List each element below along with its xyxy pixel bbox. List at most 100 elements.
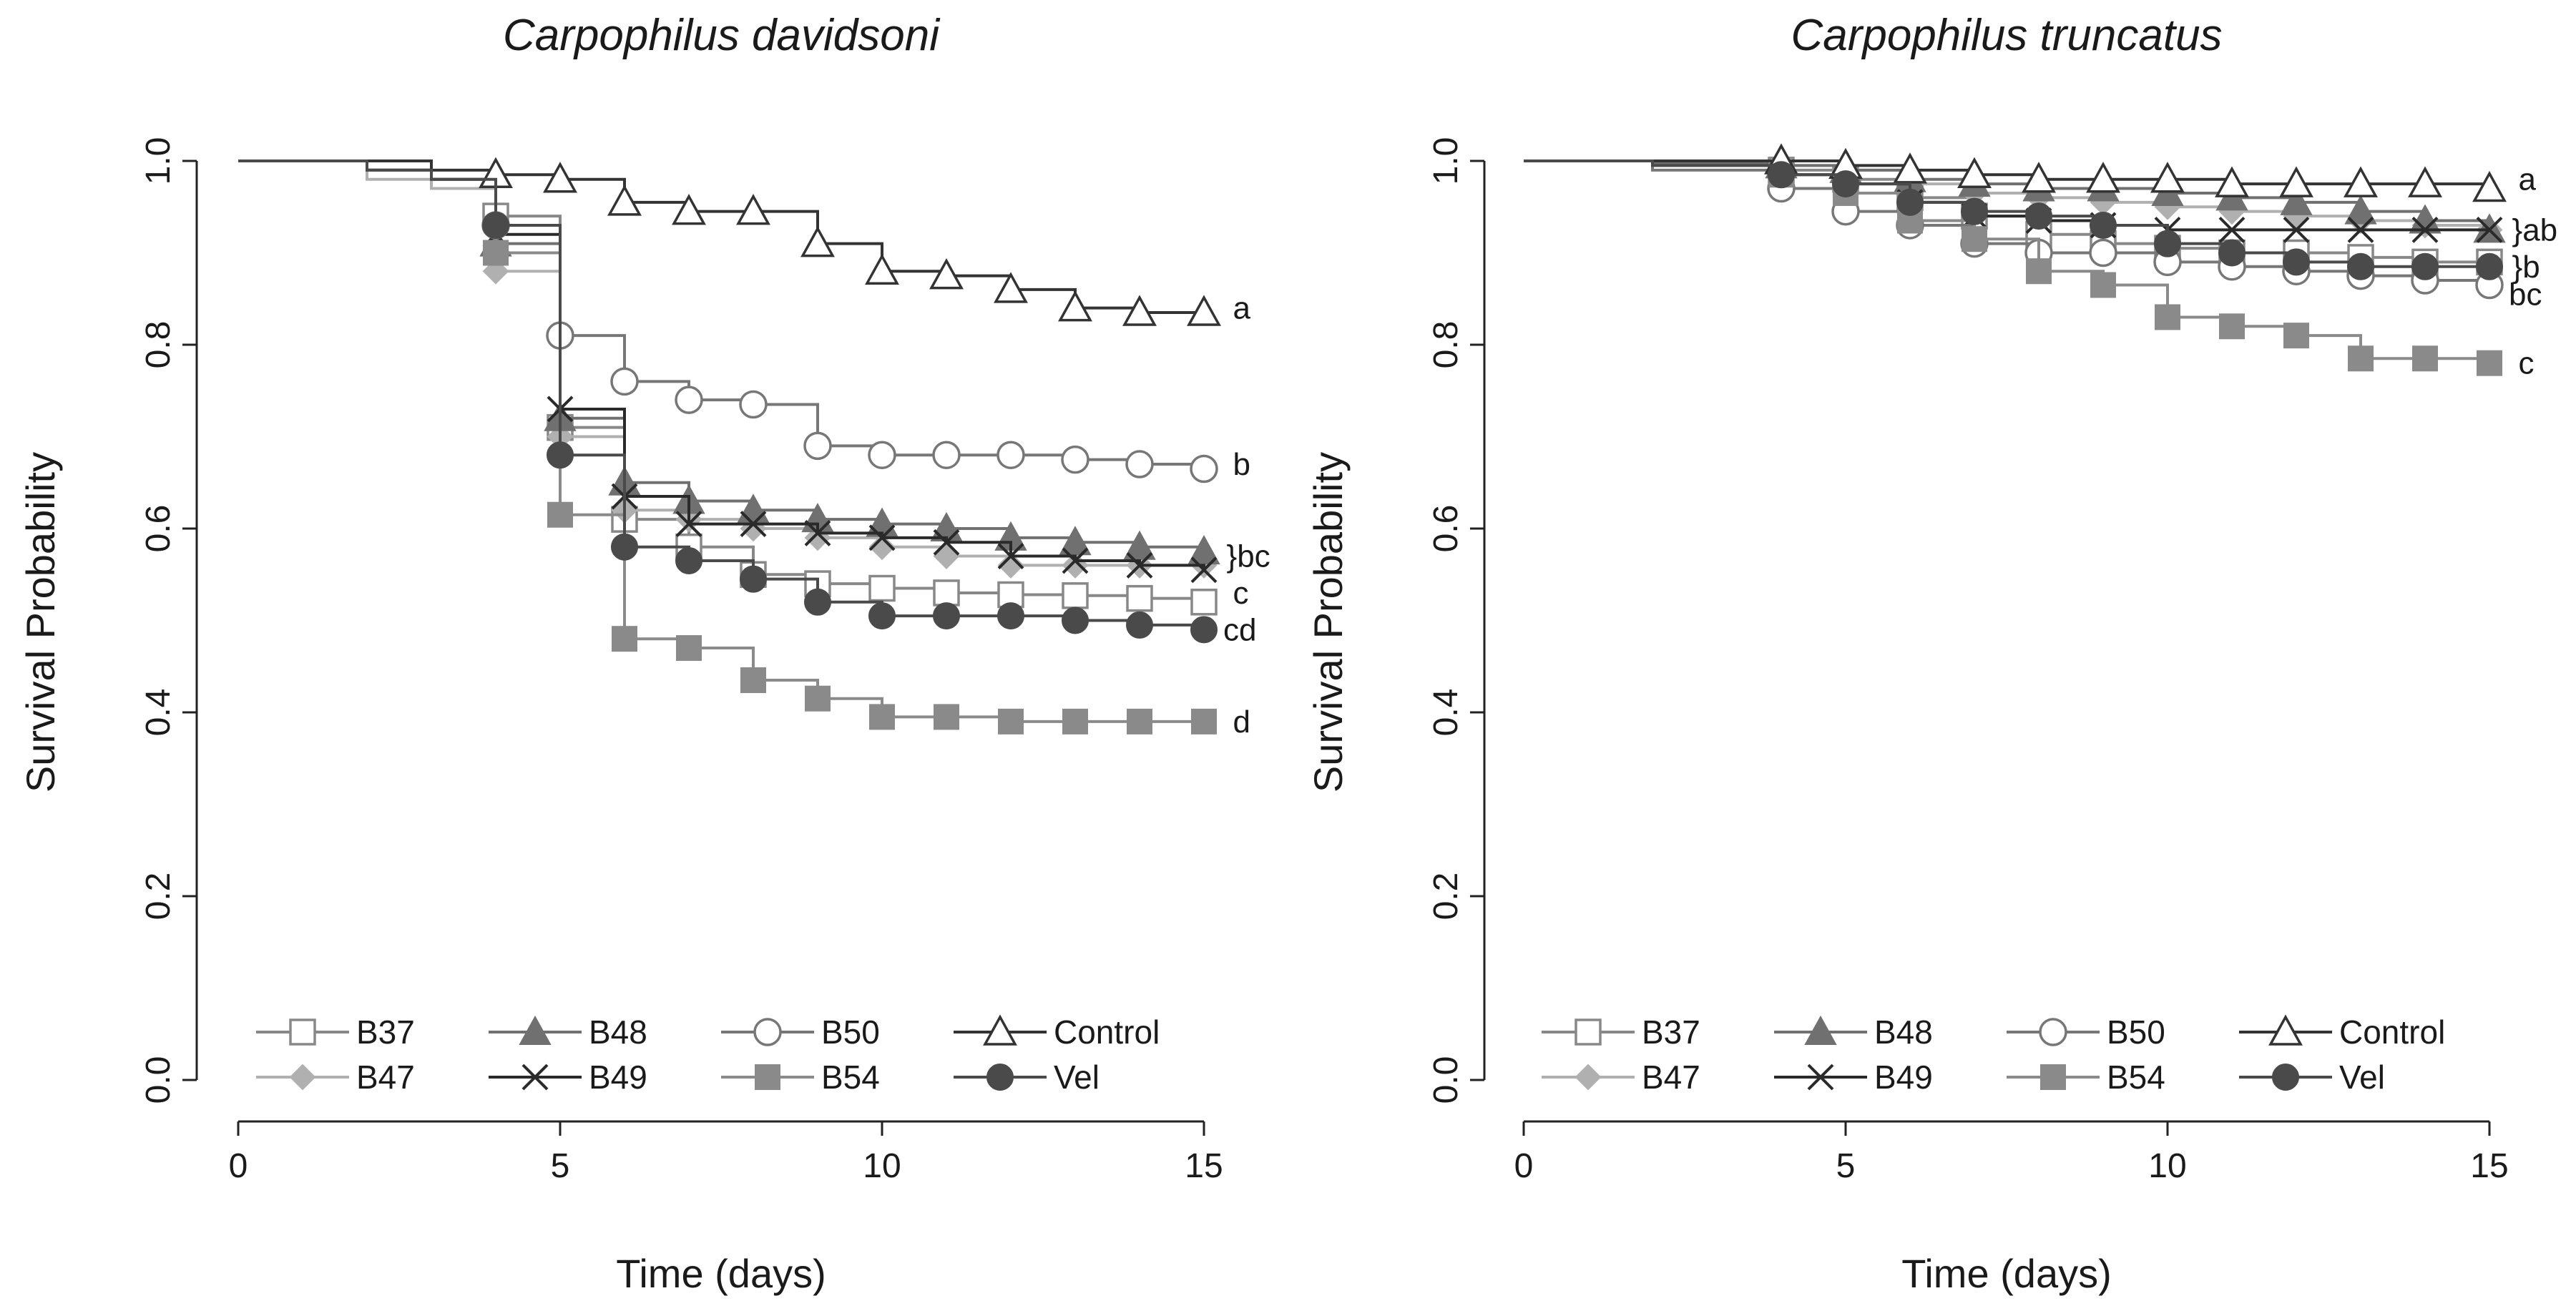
- y-tick-label: 0.0: [1427, 1056, 1465, 1104]
- point-B54: [547, 501, 573, 528]
- point-B54-shape: [740, 667, 766, 694]
- point-B37: [1062, 582, 1089, 609]
- legend-marker: [289, 1018, 316, 1046]
- point-Control-shape: [2215, 166, 2249, 197]
- point-B49-stroke: [675, 511, 702, 537]
- point-B54-shape: [2283, 323, 2309, 349]
- point-B49: [868, 524, 896, 551]
- legend-marker: [2272, 1064, 2299, 1091]
- point-Vel: [1190, 616, 1218, 644]
- legend: B37 B48 B50 Control B47 B49 B54 Vel: [256, 1013, 1160, 1096]
- point-Vel-shape: [1961, 197, 1988, 225]
- legend-item-B47: B47: [256, 1059, 415, 1096]
- significance-label: b: [1233, 447, 1250, 482]
- point-B48: [1123, 530, 1156, 560]
- point-B37: [868, 574, 896, 602]
- series-line-B48: [238, 159, 1205, 552]
- y-tick-label: 0.8: [139, 321, 177, 369]
- legend-marker: [2039, 1018, 2067, 1046]
- x-tick-label: 10: [2148, 1147, 2186, 1185]
- point-B48: [2344, 195, 2377, 225]
- point-B49-stroke: [1126, 551, 1153, 579]
- point-Vel-shape: [2025, 202, 2052, 230]
- point-B54-shape: [2477, 350, 2502, 376]
- legend-item-Vel: Vel: [2239, 1059, 2385, 1096]
- point-Vel-shape: [804, 588, 831, 616]
- point-Vel-shape: [482, 211, 509, 239]
- point-B37-shape: [933, 579, 960, 607]
- point-Control: [2022, 162, 2056, 193]
- point-B48: [1059, 526, 1092, 556]
- point-Control: [1957, 157, 1992, 189]
- point-B48-shape: [2280, 185, 2313, 215]
- point-Vel-shape: [1190, 616, 1218, 644]
- legend-marker: [753, 1018, 782, 1046]
- point-B48: [2280, 185, 2313, 215]
- point-B49: [740, 511, 767, 537]
- legend-item-B49: B49: [489, 1059, 647, 1096]
- point-Vel: [1062, 607, 1089, 634]
- point-B54-shape: [483, 240, 509, 266]
- legend-label: B49: [1874, 1059, 1933, 1096]
- point-B54-shape: [2412, 345, 2438, 372]
- series-B47: [238, 159, 1218, 579]
- point-Control: [2215, 166, 2249, 197]
- y-tick-label: 0.8: [1427, 321, 1465, 369]
- point-Vel: [2154, 230, 2181, 257]
- legend-marker-shape: [755, 1064, 780, 1090]
- point-Vel-shape: [868, 602, 896, 630]
- legend-marker-shape: [2040, 1064, 2066, 1090]
- point-Control: [1058, 290, 1092, 322]
- point-Control-shape: [2344, 166, 2378, 197]
- point-Control-shape: [1122, 295, 1157, 326]
- legend-marker-shape: [983, 1014, 1017, 1046]
- point-B54-shape: [1962, 226, 1987, 252]
- legend-marker: [986, 1064, 1014, 1091]
- point-Control-shape: [2150, 162, 2185, 193]
- point-Control: [736, 194, 770, 225]
- point-B49: [2347, 216, 2374, 243]
- point-B50: [610, 367, 639, 396]
- point-B37: [1190, 589, 1218, 616]
- series-group: [238, 157, 1221, 735]
- point-Vel-shape: [2347, 252, 2374, 280]
- legend-label: B54: [821, 1059, 880, 1096]
- significance-label: c: [1233, 576, 1249, 611]
- legend-item-B48: B48: [489, 1013, 647, 1051]
- point-B49: [2476, 216, 2503, 243]
- legend-marker: [2268, 1014, 2303, 1046]
- point-B49: [1126, 551, 1153, 579]
- point-B37-shape: [868, 574, 896, 602]
- point-B50-shape: [1190, 454, 1218, 483]
- panel-truncatus: Carpophilus truncatus Survival Probabili…: [1306, 11, 2557, 1296]
- point-Vel: [675, 546, 702, 574]
- point-Vel-shape: [1832, 170, 1859, 198]
- legend-label: B47: [356, 1059, 415, 1096]
- point-Vel: [997, 602, 1024, 630]
- point-B50-shape: [2089, 238, 2117, 267]
- legend-label: B37: [356, 1013, 415, 1051]
- legend-marker-shape: [289, 1064, 316, 1091]
- series-line-B50: [1524, 159, 2491, 285]
- point-B47: [868, 534, 896, 561]
- legend-marker: [755, 1064, 780, 1090]
- legend-marker-shape: [2268, 1014, 2303, 1046]
- point-Vel-shape: [1896, 188, 1924, 216]
- point-B54-shape: [547, 501, 573, 528]
- point-B54: [2155, 304, 2180, 330]
- point-B50: [1061, 445, 1089, 474]
- point-B54-shape: [2026, 258, 2052, 285]
- point-Control: [929, 258, 964, 290]
- point-B37-shape: [1062, 582, 1089, 609]
- point-B37: [933, 579, 960, 607]
- chart-title: Carpophilus davidsoni: [503, 11, 941, 60]
- point-Vel: [1961, 197, 1988, 225]
- point-B49-stroke: [740, 511, 767, 537]
- point-Vel-shape: [1062, 607, 1089, 634]
- legend-marker-shape: [986, 1064, 1014, 1091]
- point-B54: [2090, 272, 2116, 298]
- point-B49-stroke: [2476, 216, 2503, 243]
- legend-marker: [521, 1064, 549, 1091]
- point-B54: [612, 626, 637, 652]
